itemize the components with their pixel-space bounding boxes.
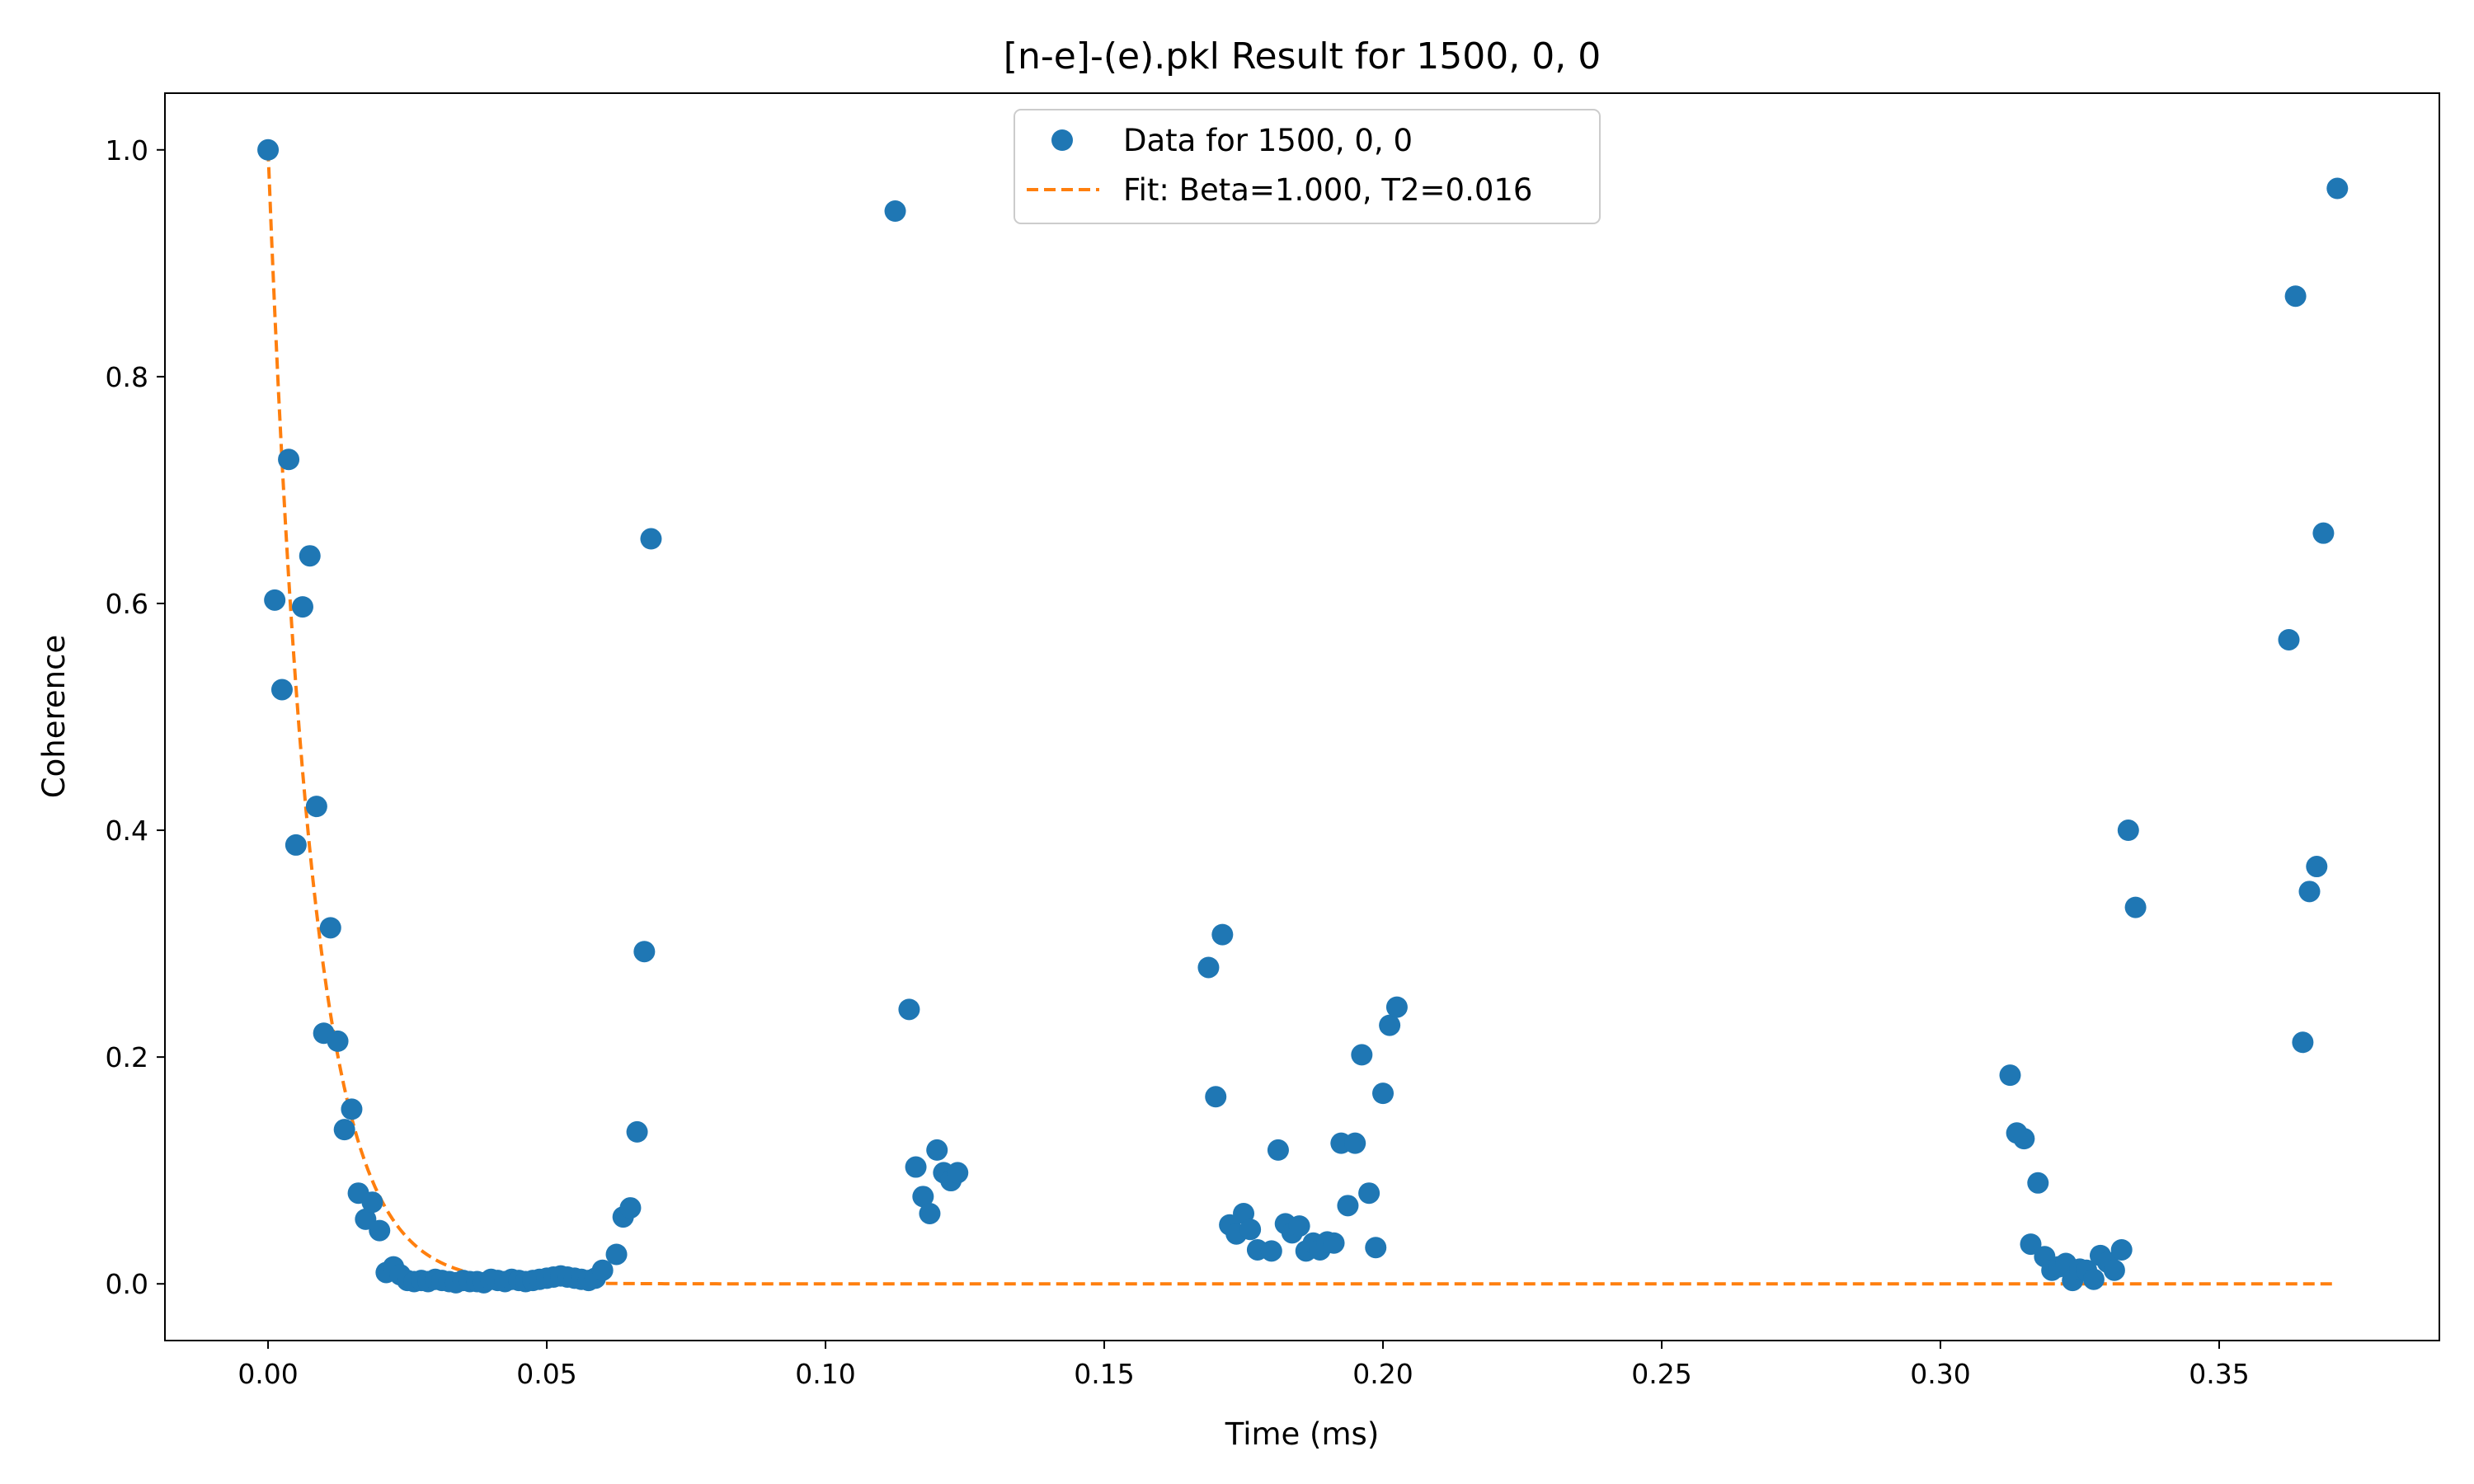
data-point (319, 917, 341, 939)
data-point (1344, 1132, 1366, 1154)
y-axis-label: Coherence (36, 635, 72, 798)
points-layer (257, 139, 2349, 1294)
data-point (2124, 896, 2147, 918)
data-point (926, 1139, 948, 1161)
y-tick-label: 0.8 (106, 361, 148, 393)
data-point (341, 1098, 363, 1120)
data-point (2298, 881, 2321, 903)
data-point (333, 1119, 355, 1141)
data-point (905, 1156, 927, 1178)
data-point (299, 545, 321, 567)
data-point (2027, 1172, 2049, 1194)
data-point (1239, 1219, 1262, 1241)
x-tick-label: 0.05 (516, 1358, 576, 1390)
data-point (278, 448, 300, 471)
data-point (2103, 1259, 2125, 1281)
data-point (2284, 285, 2307, 308)
x-axis-label: Time (ms) (1225, 1416, 1380, 1452)
data-point (1385, 996, 1408, 1018)
data-point (640, 528, 662, 550)
fit-layer (266, 149, 2338, 1286)
data-point (2013, 1128, 2035, 1150)
x-tick-label: 0.15 (1074, 1358, 1134, 1390)
data-point (257, 139, 280, 161)
data-point (1999, 1064, 2021, 1087)
data-point (898, 998, 920, 1021)
y-tick-label: 0.0 (106, 1268, 148, 1300)
data-point (884, 200, 906, 223)
data-point (1260, 1240, 1282, 1262)
data-point (2292, 1031, 2314, 1054)
data-point (912, 1186, 934, 1208)
plot-area (165, 93, 2439, 1341)
data-point (270, 679, 293, 701)
x-tick-label: 0.25 (1631, 1358, 1691, 1390)
data-point (285, 834, 307, 856)
data-point (1351, 1044, 1373, 1066)
data-point (1288, 1215, 1310, 1237)
data-point (947, 1162, 969, 1184)
data-point (264, 589, 286, 611)
fit-curve (266, 149, 2338, 1286)
legend-marker-data (1051, 129, 1073, 151)
x-tick-label: 0.00 (238, 1358, 298, 1390)
data-point (361, 1191, 383, 1214)
data-point (605, 1243, 628, 1266)
data-point (1365, 1237, 1387, 1259)
x-tick-label: 0.20 (1352, 1358, 1413, 1390)
data-point (1372, 1082, 1395, 1105)
data-point (1197, 956, 1220, 979)
data-point (327, 1030, 349, 1052)
data-point (369, 1219, 391, 1242)
data-point (1358, 1182, 1380, 1205)
data-point (2306, 856, 2328, 878)
chart-title: [n-e]-(e).pkl Result for 1500, 0, 0 (1004, 35, 1601, 77)
data-point (1379, 1014, 1401, 1036)
y-tick-label: 0.6 (106, 588, 148, 620)
data-point (1337, 1195, 1359, 1217)
data-point (626, 1120, 648, 1143)
data-point (2117, 819, 2139, 842)
x-tick-label: 0.35 (2189, 1358, 2249, 1390)
data-point (619, 1197, 642, 1219)
data-point (2312, 522, 2335, 544)
x-tick-label: 0.30 (1910, 1358, 1970, 1390)
data-point (591, 1259, 614, 1281)
data-point (2326, 177, 2349, 200)
y-tick-label: 0.2 (106, 1041, 148, 1073)
data-point (1323, 1232, 1345, 1254)
data-point (2278, 628, 2300, 650)
legend-label-data: Data for 1500, 0, 0 (1123, 123, 1413, 158)
legend-box (1014, 109, 1601, 224)
y-tick-label: 1.0 (106, 134, 148, 167)
data-point (2020, 1233, 2042, 1256)
data-point (291, 596, 313, 618)
data-point (919, 1202, 941, 1224)
legend: Data for 1500, 0, 0 Fit: Beta=1.000, T2=… (1014, 109, 1601, 224)
data-point (1267, 1139, 1289, 1161)
y-tick-label: 0.4 (106, 815, 148, 847)
data-point (305, 796, 327, 818)
data-point (2082, 1268, 2105, 1290)
legend-label-fit: Fit: Beta=1.000, T2=0.016 (1123, 172, 1532, 208)
data-point (2110, 1238, 2133, 1261)
x-axis: 0.00 0.05 0.10 0.15 0.20 0.25 0.30 0.35 (238, 1341, 2250, 1390)
data-point (1205, 1086, 1227, 1108)
data-point (1211, 923, 1234, 946)
plot-frame (164, 92, 2440, 1341)
y-axis: 0.0 0.2 0.4 0.6 0.8 1.0 (106, 134, 165, 1300)
x-tick-label: 0.10 (795, 1358, 855, 1390)
data-point (633, 941, 656, 963)
